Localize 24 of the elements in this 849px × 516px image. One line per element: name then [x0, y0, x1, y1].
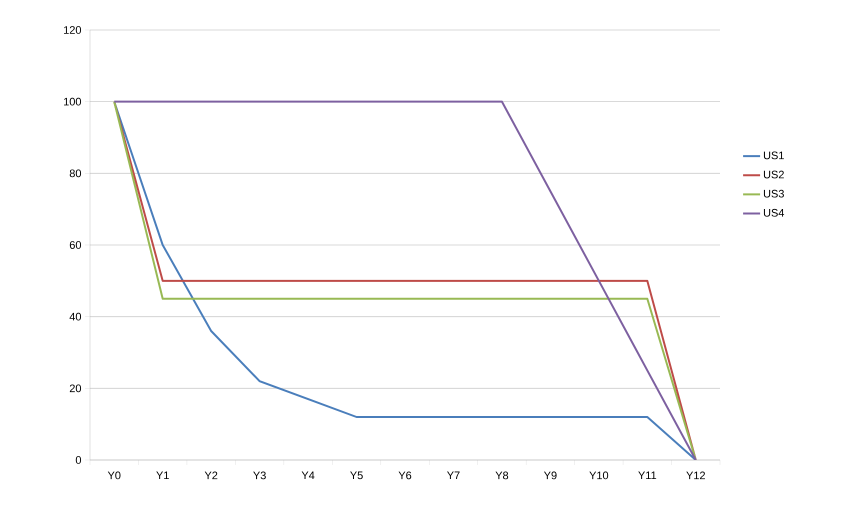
y-tick-label: 100	[64, 98, 82, 106]
x-tick-label: Y1	[156, 472, 169, 480]
y-tick-label: 60	[70, 241, 82, 249]
x-tick-label: Y10	[589, 472, 608, 480]
legend-label: US2	[764, 170, 784, 178]
x-tick-label: Y2	[204, 472, 218, 480]
y-tick-label: 40	[70, 312, 82, 321]
x-tick-label: Y3	[253, 472, 266, 480]
legend-label: US1	[764, 152, 784, 160]
legend-label: US4	[764, 208, 784, 217]
x-tick-label: Y6	[398, 472, 412, 480]
y-tick-label: 120	[64, 26, 82, 34]
y-tick-label: 80	[70, 169, 82, 178]
x-tick-label: Y7	[447, 472, 460, 480]
x-tick-label: Y9	[544, 472, 557, 480]
x-tick-label: Y8	[495, 472, 508, 480]
x-tick-label: Y12	[686, 472, 705, 480]
legend-label: US3	[764, 190, 784, 198]
x-tick-label: Y11	[638, 472, 656, 480]
x-tick-label: Y4	[302, 472, 314, 480]
x-tick-label: Y5	[350, 472, 363, 480]
x-tick-label: Y0	[108, 472, 120, 480]
y-tick-label: 20	[70, 384, 82, 392]
y-tick-label: 0	[76, 456, 82, 464]
